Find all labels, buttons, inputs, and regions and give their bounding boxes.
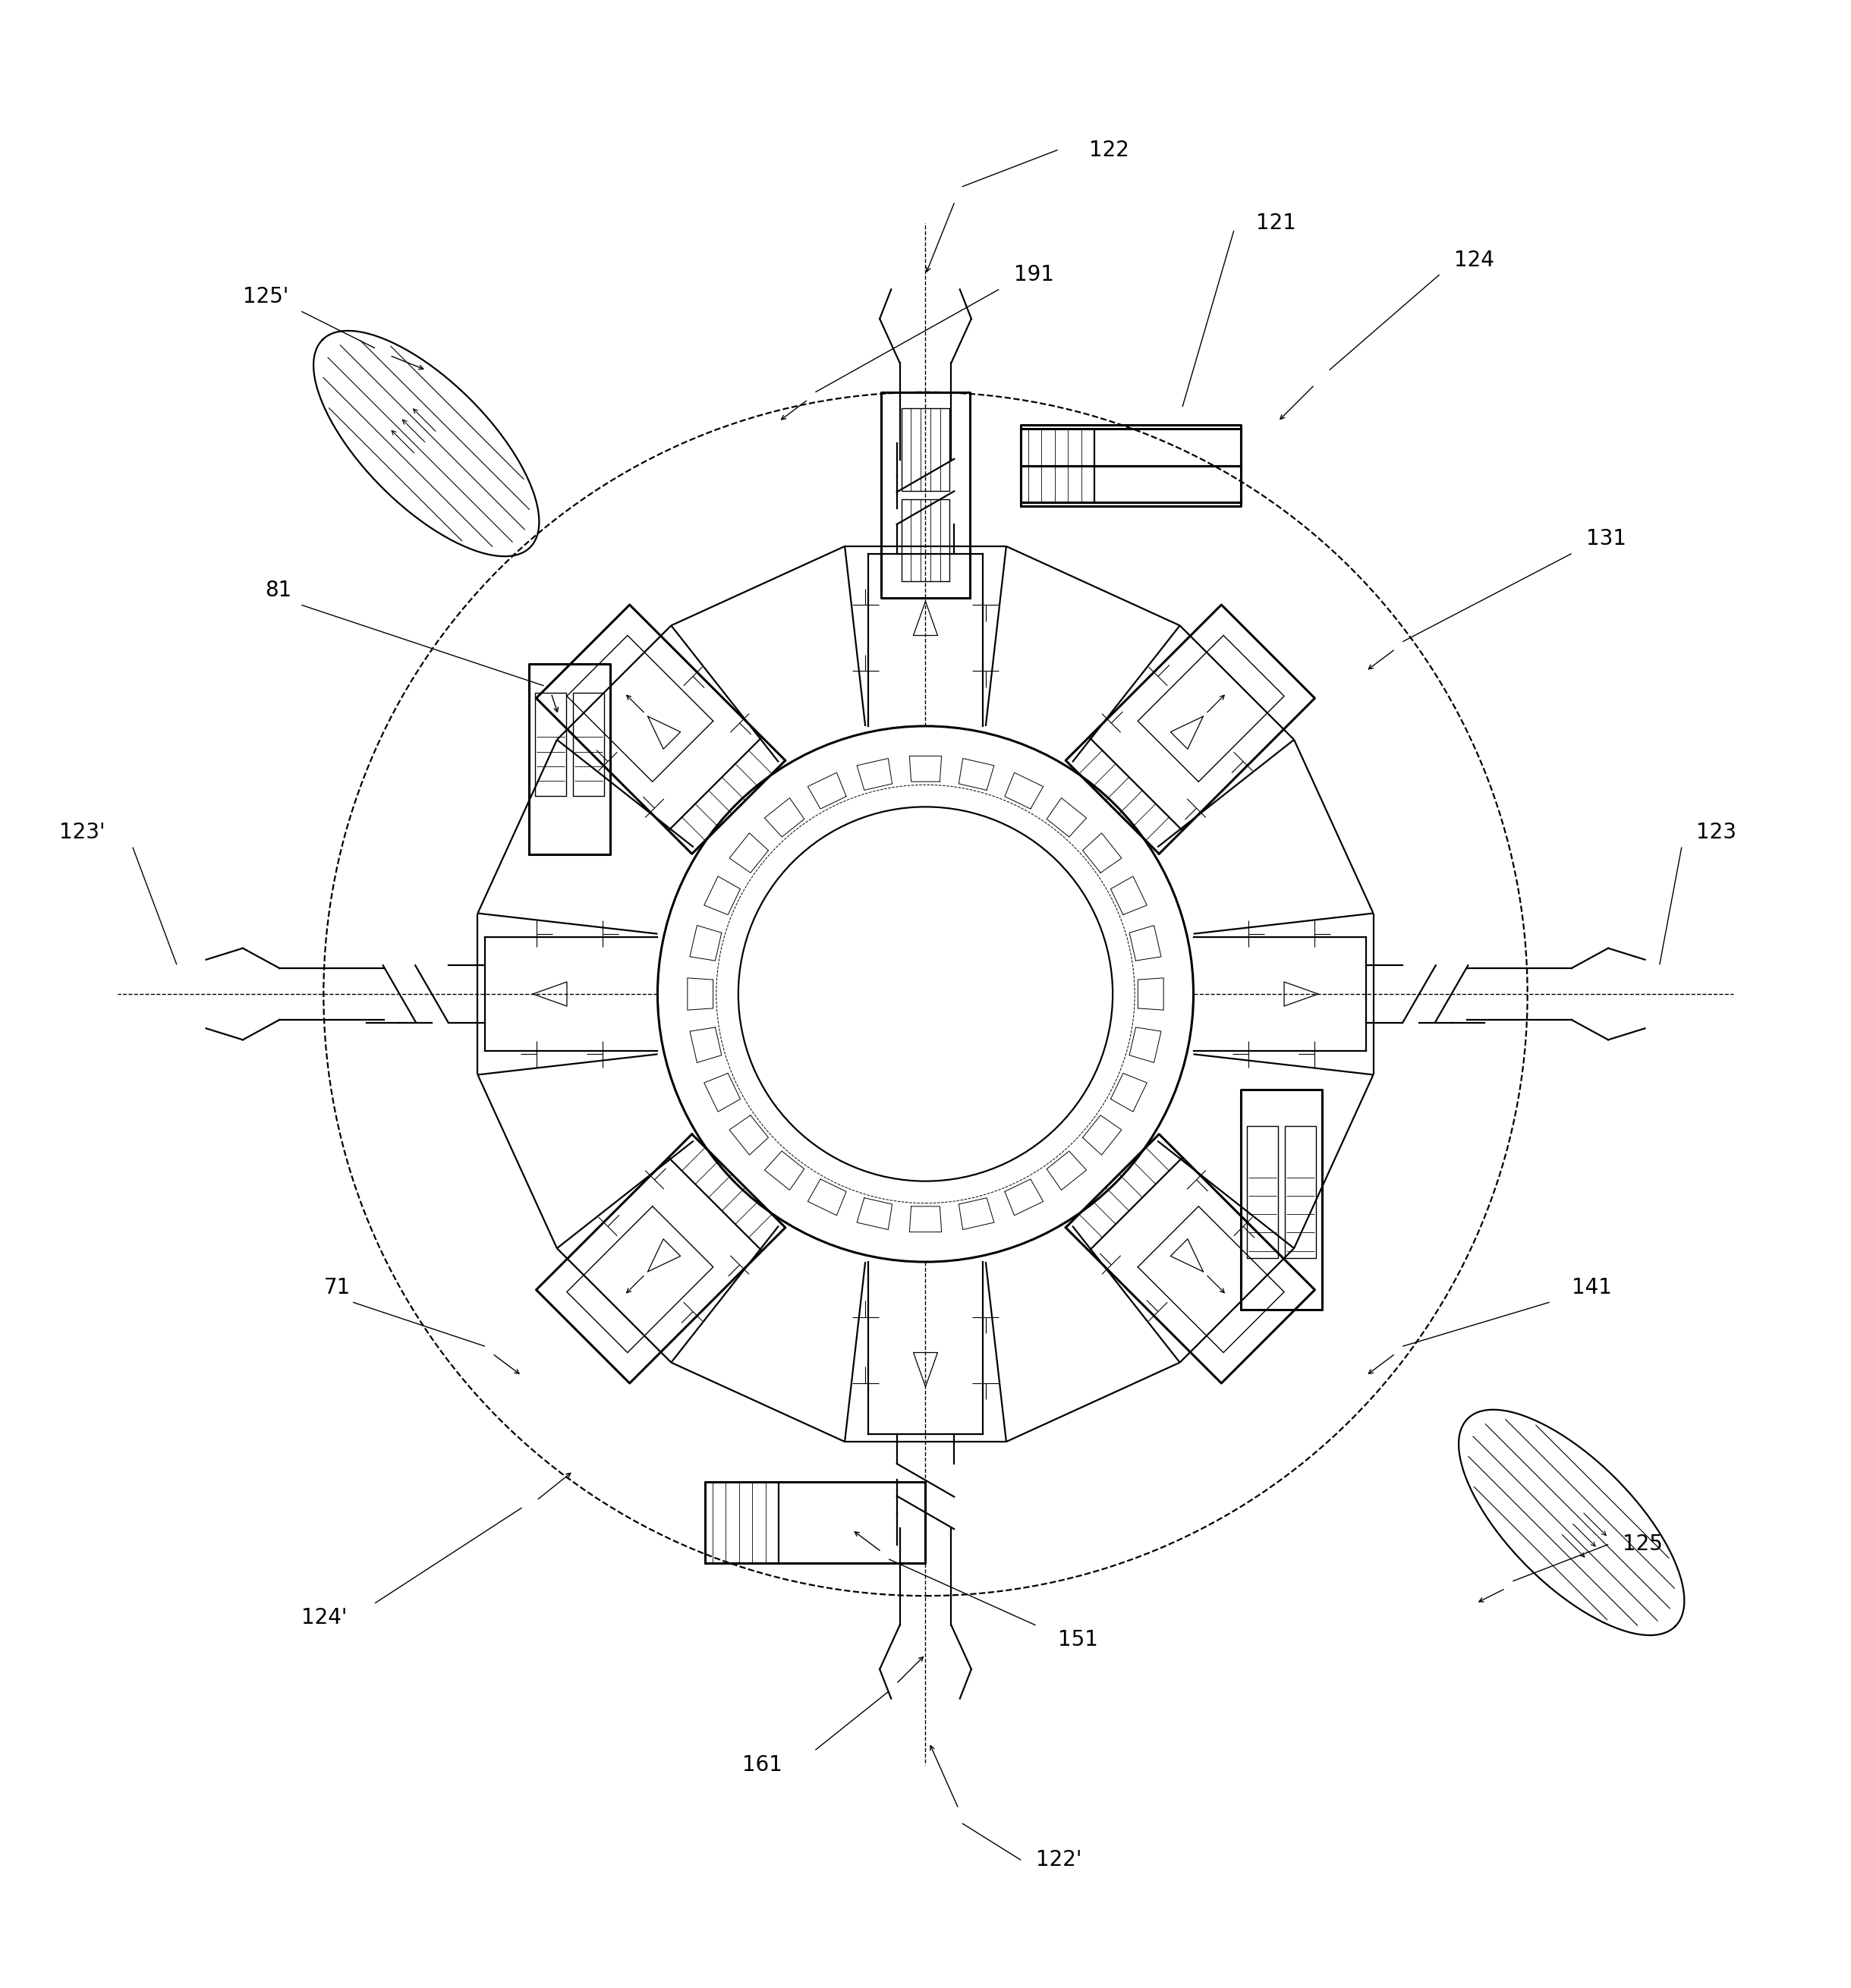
Text: 81: 81 (265, 580, 292, 600)
Text: 121: 121 (1255, 213, 1296, 235)
Text: 122: 122 (1088, 139, 1129, 161)
Text: 161: 161 (742, 1753, 783, 1775)
Text: 123': 123' (59, 821, 106, 843)
Text: 151: 151 (1057, 1630, 1098, 1650)
Text: 71: 71 (324, 1276, 350, 1298)
Text: 123: 123 (1696, 821, 1736, 843)
Text: 131: 131 (1586, 529, 1627, 549)
Text: 125: 125 (1623, 1535, 1662, 1555)
Text: 124: 124 (1455, 248, 1494, 270)
Text: 141: 141 (1571, 1276, 1612, 1298)
Text: 124': 124' (302, 1606, 348, 1628)
Text: 191: 191 (1014, 264, 1053, 286)
Text: 125': 125' (242, 286, 289, 308)
Text: 122': 122' (1035, 1849, 1081, 1871)
